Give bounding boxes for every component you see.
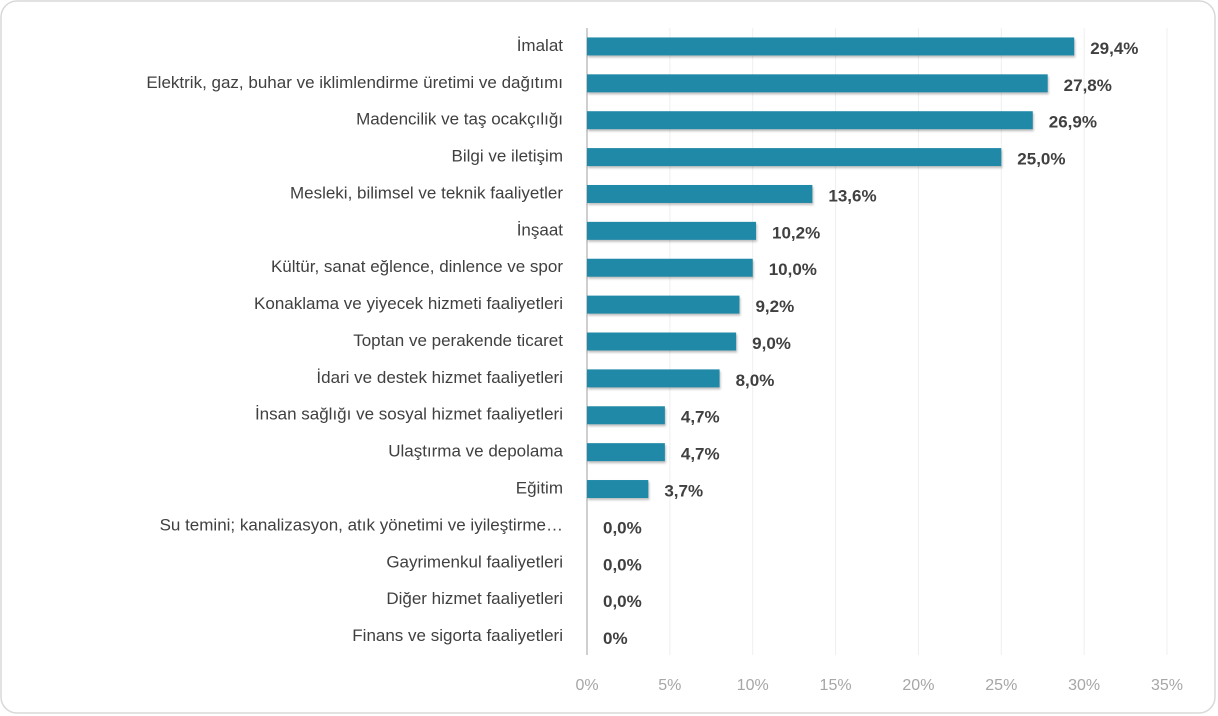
- y-tick-label: Ulaştırma ve depolama: [388, 442, 563, 461]
- y-tick-label: Gayrimenkul faaliyetleri: [386, 552, 563, 571]
- bar: [587, 406, 665, 425]
- bar: [587, 480, 649, 499]
- x-tick-label: 10%: [737, 677, 769, 694]
- value-label: 0,0%: [603, 555, 642, 574]
- bar: [587, 74, 1048, 93]
- y-tick-label: İnşaat: [517, 220, 564, 239]
- value-label: 9,2%: [755, 297, 794, 316]
- x-tick-label: 35%: [1151, 677, 1183, 694]
- value-label: 13,6%: [828, 186, 876, 205]
- y-tick-label: Elektrik, gaz, buhar ve iklimlendirme ür…: [146, 73, 563, 92]
- bar: [587, 332, 737, 351]
- x-tick-label: 15%: [820, 677, 852, 694]
- y-tick-label: Bilgi ve iletişim: [452, 147, 563, 166]
- y-tick-label: Konaklama ve yiyecek hizmeti faaliyetler…: [254, 294, 563, 313]
- value-label: 29,4%: [1090, 39, 1138, 58]
- value-label: 9,0%: [752, 334, 791, 353]
- y-tick-label: İnsan sağlığı ve sosyal hizmet faaliyetl…: [255, 405, 563, 424]
- y-tick-label: Kültür, sanat eğlence, dinlence ve spor: [271, 257, 563, 276]
- bar: [587, 37, 1075, 56]
- value-label: 0,0%: [603, 518, 642, 537]
- bar: [587, 111, 1033, 130]
- y-tick-label: Mesleki, bilimsel ve teknik faaliyetler: [290, 183, 563, 202]
- bar: [587, 443, 665, 462]
- y-tick-label: Finans ve sigorta faaliyetleri: [352, 626, 563, 645]
- value-label: 8,0%: [736, 371, 775, 390]
- y-tick-label: Diğer hizmet faaliyetleri: [386, 589, 563, 608]
- y-tick-label: Eğitim: [516, 479, 563, 498]
- bar: [587, 148, 1002, 167]
- value-label: 10,2%: [772, 223, 820, 242]
- x-tick-label: 30%: [1068, 677, 1100, 694]
- value-label: 10,0%: [769, 260, 817, 279]
- value-label: 0%: [603, 629, 628, 648]
- bar: [587, 369, 720, 388]
- y-tick-label: İdari ve destek hizmet faaliyetleri: [316, 368, 563, 387]
- bar: [587, 258, 753, 277]
- y-tick-label: İmalat: [517, 36, 564, 55]
- value-label: 27,8%: [1064, 76, 1112, 95]
- value-label: 26,9%: [1049, 113, 1097, 132]
- bar: [587, 295, 740, 314]
- y-tick-label: Madencilik ve taş ocakçılığı: [356, 110, 563, 129]
- value-label: 3,7%: [664, 482, 703, 501]
- x-tick-label: 0%: [575, 677, 598, 694]
- y-tick-label: Toptan ve perakende ticaret: [353, 331, 563, 350]
- value-label: 4,7%: [681, 408, 720, 427]
- bar: [587, 221, 757, 240]
- value-label: 0,0%: [603, 592, 642, 611]
- value-label: 4,7%: [681, 445, 720, 464]
- x-tick-label: 20%: [902, 677, 934, 694]
- y-tick-label: Su temini; kanalizasyon, atık yönetimi v…: [160, 515, 563, 534]
- x-tick-label: 5%: [658, 677, 681, 694]
- bar: [587, 184, 813, 203]
- value-label: 25,0%: [1017, 150, 1065, 169]
- x-tick-label: 25%: [985, 677, 1017, 694]
